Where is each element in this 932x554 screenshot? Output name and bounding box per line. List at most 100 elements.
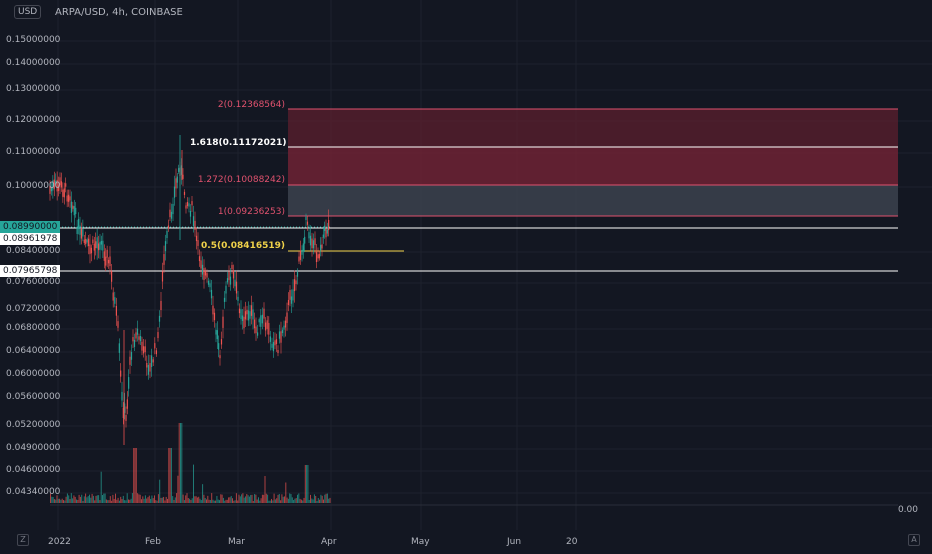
volume-bar	[113, 498, 115, 503]
volume-bar	[300, 499, 302, 503]
candle-body	[186, 202, 189, 207]
fib-label-1618: 1.618(0.11172021)	[190, 138, 287, 148]
candle-body	[128, 377, 130, 389]
candle-body	[225, 285, 227, 294]
volume-bar	[180, 423, 181, 503]
candle-body	[90, 247, 93, 254]
candle-body	[111, 271, 113, 282]
candle-body	[149, 363, 151, 372]
volume-bar	[230, 495, 232, 503]
volume-bar	[281, 494, 283, 503]
volume-bar	[87, 496, 89, 503]
volume-bar	[130, 498, 132, 503]
candle-body	[99, 241, 101, 250]
volume-bar	[78, 494, 80, 503]
volume-bar	[199, 498, 201, 503]
volume-axis-label: 0.00	[897, 505, 918, 515]
auto-scale-button[interactable]: A	[908, 534, 920, 546]
candle-body	[234, 279, 236, 287]
fib-zone-top	[288, 109, 898, 147]
candle-body	[247, 310, 250, 321]
volume-bar	[108, 500, 110, 503]
volume-bar	[117, 497, 119, 503]
candle-body	[192, 216, 195, 227]
candle-body	[317, 254, 319, 259]
candle-body	[280, 331, 282, 343]
candle-body	[76, 226, 78, 234]
candle-body	[175, 178, 177, 189]
candle-body	[82, 228, 84, 237]
price-axis-label: 0.04340000	[6, 487, 61, 497]
volume-bar	[138, 494, 140, 503]
candle-body	[197, 240, 199, 246]
candle-body	[160, 300, 162, 310]
candle-body	[144, 346, 146, 353]
candle-body	[97, 243, 100, 251]
volume-bar	[194, 496, 196, 503]
candle-body	[172, 203, 174, 215]
volume-bar	[221, 494, 223, 503]
volume-bar	[228, 497, 230, 503]
candle-body	[170, 211, 173, 219]
candle-body	[295, 280, 297, 285]
candle-body	[69, 196, 71, 201]
time-axis-label: Jun	[507, 537, 522, 547]
volume-bar	[116, 499, 118, 503]
time-axis-label: 2022	[48, 537, 71, 547]
candle-body	[209, 283, 211, 288]
candle-body	[223, 297, 226, 302]
volume-bar	[316, 500, 318, 503]
candle-body	[147, 364, 149, 375]
price-axis-label: 0.11000000	[6, 147, 61, 157]
volume-bar	[143, 498, 145, 503]
candle-body	[320, 244, 322, 251]
volume-bar	[157, 494, 159, 503]
fib-label-2: 2(0.12368564)	[217, 100, 285, 110]
volume-bar	[294, 498, 296, 503]
candle-body	[249, 311, 251, 319]
volume-bar	[212, 499, 214, 503]
candle-body	[191, 201, 193, 206]
candle-body	[286, 312, 288, 323]
timezone-button[interactable]: Z	[17, 534, 29, 546]
volume-bar	[243, 497, 245, 503]
volume-bar	[203, 494, 205, 503]
volume-bar	[233, 500, 235, 503]
volume-bar	[135, 448, 137, 503]
volume-bar	[284, 496, 285, 503]
volume-bar	[144, 495, 146, 503]
volume-bar	[96, 495, 98, 503]
volume-bar	[103, 493, 105, 503]
candle-body	[138, 336, 140, 340]
candle-body	[130, 352, 133, 360]
candle-body	[226, 278, 229, 283]
volume-bar	[77, 499, 79, 503]
volume-bar	[137, 493, 139, 503]
candle-body	[125, 414, 127, 421]
candle-body	[215, 329, 217, 335]
volume-bar	[251, 494, 253, 503]
candle-body	[135, 332, 137, 339]
candle-body	[136, 328, 139, 335]
time-axis-label: Feb	[145, 537, 161, 547]
volume-bar	[60, 499, 62, 503]
volume-bar	[53, 499, 55, 503]
candle-body	[231, 265, 233, 270]
volume-bar	[241, 494, 243, 503]
time-axis-label: 20	[566, 537, 578, 547]
volume-bar	[269, 500, 271, 503]
candle-body	[322, 234, 324, 238]
volume-bar	[271, 498, 272, 503]
volume-bar	[297, 494, 298, 503]
currency-badge[interactable]: USD	[14, 5, 42, 19]
price-axis-label: 0.04900000	[6, 443, 61, 453]
volume-bar	[122, 495, 124, 503]
candle-body	[244, 311, 247, 320]
volume-bar	[115, 493, 116, 503]
candle-body	[200, 260, 202, 269]
volume-bar	[242, 493, 244, 503]
candle-body	[80, 228, 83, 239]
candle-body	[216, 330, 218, 340]
